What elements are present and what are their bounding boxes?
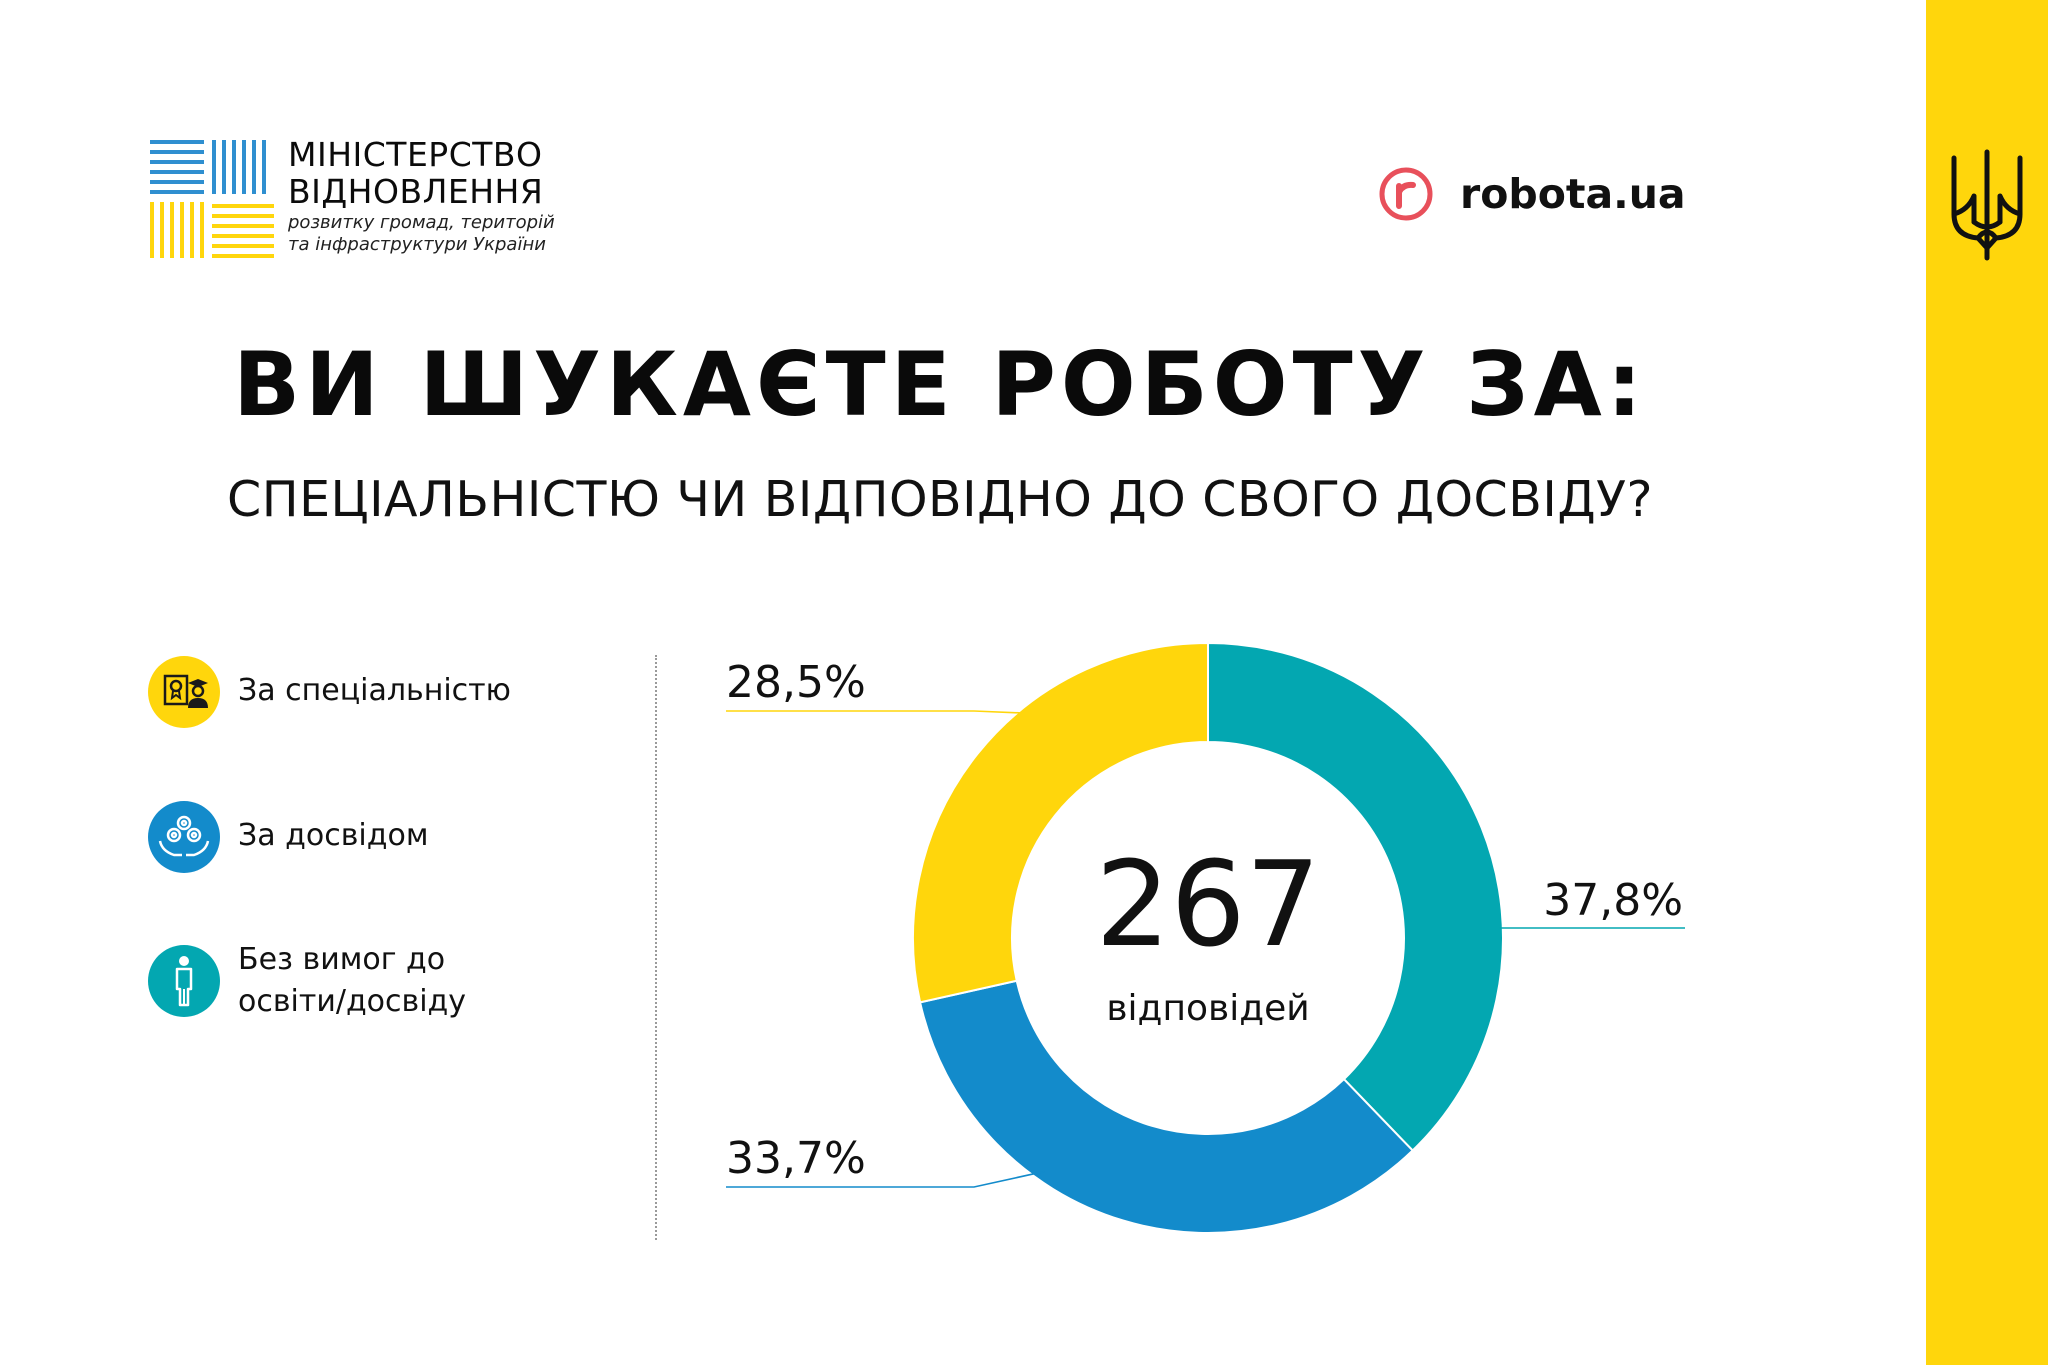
ministry-stripes-mark-icon [150, 140, 274, 258]
slice-label-1: 33,7% [726, 1133, 866, 1184]
center-total-label: відповідей [1106, 988, 1309, 1029]
legend-label-experience: За досвідом [238, 818, 429, 853]
robota-r-icon [1379, 167, 1433, 221]
legend-divider [655, 655, 657, 1240]
trident-coat-of-arms-icon [1951, 149, 2023, 261]
donut-slice-0 [1207, 641, 1504, 1152]
diploma-graduate-icon [148, 656, 220, 728]
donut-slice-1 [918, 979, 1415, 1234]
robota-name: robota.ua [1460, 170, 1686, 218]
ministry-name-line2: ВІДНОВЛЕННЯ [288, 172, 544, 211]
ministry-subtitle-line1: розвитку громад, територій [288, 212, 555, 233]
leader-line-2 [726, 710, 1033, 715]
slice-label-2: 28,5% [726, 657, 866, 708]
legend-label-specialty: За спеціальністю [238, 673, 511, 708]
chart-subtitle: СПЕЦІАЛЬНІСТЮ ЧИ ВІДПОВІДНО ДО СВОГО ДОС… [227, 471, 1653, 528]
ministry-logo: МІНІСТЕРСТВО ВІДНОВЛЕННЯ розвитку громад… [148, 136, 588, 268]
ministry-text: МІНІСТЕРСТВО ВІДНОВЛЕННЯ розвитку громад… [288, 136, 555, 256]
slice-label-0: 37,8% [1543, 875, 1683, 926]
donut-slice-2 [912, 641, 1209, 1004]
leader-line-1 [726, 1170, 1045, 1188]
legend-label-no-requirements-line1: Без вимог до [238, 942, 446, 977]
ministry-name-line1: МІНІСТЕРСТВО [288, 135, 543, 174]
chart-title: ВИ ШУКАЄТЕ РОБОТУ ЗА: [233, 333, 1647, 436]
ministry-subtitle-line2: та інфраструктури України [288, 234, 546, 255]
center-total-value: 267 [1095, 835, 1320, 973]
legend-label-no-requirements-line2: освіти/досвіду [238, 984, 467, 1019]
person-icon [148, 945, 220, 1017]
gears-hands-icon [148, 801, 220, 873]
